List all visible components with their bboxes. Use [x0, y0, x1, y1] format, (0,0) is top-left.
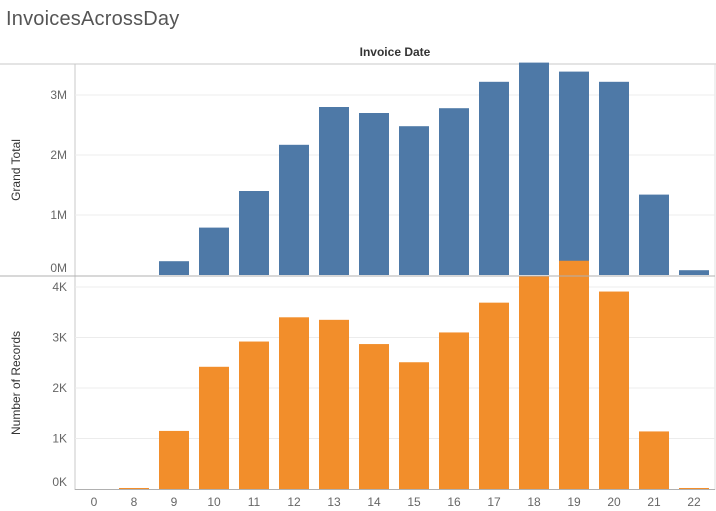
- x-tick-label: 20: [607, 495, 621, 509]
- bar-16: [439, 332, 469, 489]
- x-tick-label: 13: [327, 495, 341, 509]
- bar-16: [439, 108, 469, 275]
- bar-12: [279, 317, 309, 489]
- y-axis-title: Number of Records: [9, 331, 23, 435]
- x-tick-label: 18: [527, 495, 541, 509]
- bar-15: [399, 362, 429, 489]
- bar-21: [639, 431, 669, 489]
- bar-20: [599, 81, 629, 275]
- bar-22: [679, 270, 709, 275]
- x-tick-label: 9: [171, 495, 178, 509]
- y-tick-label: 2M: [50, 148, 67, 162]
- bar-19: [559, 71, 589, 275]
- y-tick-label: 1M: [50, 208, 67, 222]
- x-tick-label: 15: [407, 495, 421, 509]
- bar-12: [279, 144, 309, 275]
- x-tick-label: 21: [647, 495, 661, 509]
- x-tick-label: 8: [131, 495, 138, 509]
- y-axis-title: Grand Total: [9, 139, 23, 201]
- bar-10: [199, 227, 229, 275]
- bar-15: [399, 126, 429, 275]
- bar-14: [359, 344, 389, 489]
- x-tick-label: 0: [91, 495, 98, 509]
- bar-10: [199, 366, 229, 489]
- bar-20: [599, 291, 629, 489]
- y-tick-label: 0K: [52, 475, 67, 489]
- x-tick-label: 22: [687, 495, 701, 509]
- y-tick-label: 1K: [52, 432, 67, 446]
- bar-19: [559, 260, 589, 489]
- bar-14: [359, 113, 389, 275]
- x-tick-label: 19: [567, 495, 581, 509]
- bar-8: [119, 487, 149, 489]
- chart-title: InvoicesAcrossDay: [6, 8, 180, 30]
- x-tick-label: 14: [367, 495, 381, 509]
- bar-9: [159, 261, 189, 275]
- bar-18: [519, 62, 549, 275]
- bar-21: [639, 194, 669, 275]
- column-header: Invoice Date: [359, 45, 431, 59]
- bar-22: [679, 487, 709, 489]
- x-tick-label: 12: [287, 495, 301, 509]
- y-tick-label: 3M: [50, 88, 67, 102]
- bar-11: [239, 191, 269, 275]
- x-tick-label: 11: [248, 495, 261, 509]
- x-tick-label: 17: [487, 495, 501, 509]
- y-tick-label: 2K: [52, 381, 67, 395]
- x-tick-label: 16: [447, 495, 461, 509]
- bar-18: [519, 275, 549, 489]
- y-tick-label: 3K: [52, 331, 67, 345]
- bar-9: [159, 430, 189, 489]
- bar-11: [239, 341, 269, 489]
- bar-17: [479, 81, 509, 275]
- bar-17: [479, 302, 509, 489]
- bar-13: [319, 107, 349, 275]
- x-tick-label: 10: [207, 495, 221, 509]
- y-tick-label: 4K: [52, 280, 67, 294]
- y-tick-label: 0M: [50, 261, 67, 275]
- bar-13: [319, 319, 349, 489]
